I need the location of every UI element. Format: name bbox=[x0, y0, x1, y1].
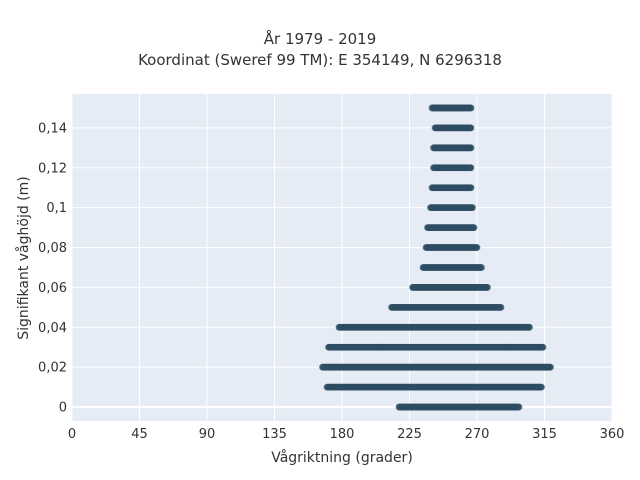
x-tick-label: 45 bbox=[131, 427, 148, 442]
x-tick-label: 225 bbox=[397, 427, 422, 442]
y-axis-title: Signifikant våghöjd (m) bbox=[15, 176, 32, 339]
data-points bbox=[319, 104, 554, 411]
x-tick-label: 315 bbox=[532, 427, 557, 442]
data-point bbox=[547, 363, 554, 371]
data-point bbox=[470, 224, 478, 231]
data-point bbox=[478, 264, 485, 271]
point-row bbox=[325, 343, 547, 351]
data-point bbox=[473, 244, 481, 251]
data-point bbox=[467, 144, 475, 152]
chart-subtitle: Koordinat (Sweref 99 TM): E 354149, N 62… bbox=[138, 51, 502, 69]
data-point bbox=[467, 104, 475, 112]
point-row bbox=[422, 244, 481, 251]
x-tick-label: 135 bbox=[262, 427, 287, 442]
x-tick-label: 90 bbox=[199, 427, 216, 442]
x-tick-label: 0 bbox=[68, 427, 76, 442]
data-point bbox=[515, 403, 523, 411]
point-row bbox=[323, 383, 545, 391]
data-point bbox=[526, 323, 533, 331]
point-row bbox=[409, 284, 491, 291]
y-tick-label: 0,14 bbox=[38, 121, 67, 136]
point-row bbox=[395, 403, 523, 411]
y-tick-label: 0,02 bbox=[38, 361, 67, 376]
point-row bbox=[388, 303, 505, 311]
point-row bbox=[428, 184, 475, 192]
point-row bbox=[428, 104, 475, 112]
data-point bbox=[467, 124, 475, 132]
y-tick-label: 0,06 bbox=[38, 281, 67, 296]
y-tick-label: 0,08 bbox=[38, 241, 67, 256]
data-point bbox=[538, 383, 545, 391]
point-row bbox=[430, 164, 475, 172]
point-row bbox=[335, 323, 533, 331]
data-point bbox=[469, 204, 476, 212]
y-tick-label: 0,04 bbox=[38, 321, 67, 336]
point-row bbox=[424, 224, 478, 231]
point-row bbox=[427, 204, 476, 212]
data-point bbox=[467, 164, 475, 172]
y-tick-labels: 0 0,02 0,04 0,06 0,08 0,1 0,12 0,14 bbox=[38, 121, 67, 415]
data-point bbox=[497, 303, 505, 311]
x-tick-label: 180 bbox=[330, 427, 355, 442]
x-tick-label: 270 bbox=[465, 427, 490, 442]
y-tick-label: 0 bbox=[59, 401, 67, 416]
point-row bbox=[430, 144, 475, 152]
data-point bbox=[539, 343, 547, 351]
y-tick-label: 0,12 bbox=[38, 161, 67, 176]
x-tick-label: 360 bbox=[600, 427, 625, 442]
point-row bbox=[319, 363, 554, 371]
x-axis-title: Vågriktning (grader) bbox=[271, 449, 413, 466]
point-row bbox=[431, 124, 475, 132]
chart-title: År 1979 - 2019 bbox=[263, 30, 377, 48]
y-tick-label: 0,1 bbox=[46, 201, 67, 216]
point-row bbox=[419, 264, 485, 271]
data-point bbox=[467, 184, 475, 192]
data-point bbox=[484, 284, 491, 291]
x-tick-labels: 0 45 90 135 180 225 270 315 360 bbox=[68, 427, 625, 442]
